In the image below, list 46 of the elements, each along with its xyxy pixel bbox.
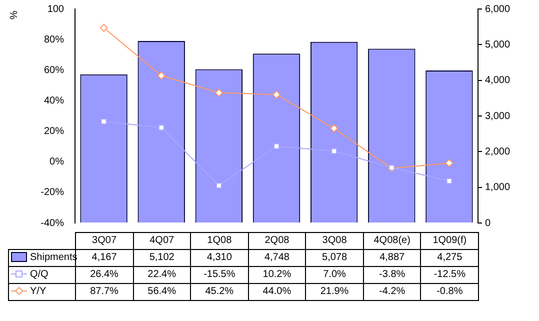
data-label: 4,167 [76,250,134,266]
data-label: -3.8% [363,266,421,284]
legend-label: Y/Y [30,286,46,297]
y2-tick-label: 5,000 [485,39,510,50]
y-tick-label: 0% [50,156,64,168]
y-tick-label: 100 [47,4,64,15]
x-tick-label: 1Q08 [190,232,248,250]
data-label: 22.4% [133,266,191,284]
y2-tick-label: 1,000 [485,182,510,194]
x-tick-label: 2Q08 [248,232,306,250]
y-axis-title: % [8,10,20,20]
data-label: 21.9% [306,284,364,300]
x-tick-label: 1Q09(f) [420,232,478,250]
data-label: 7.0% [306,266,364,284]
data-label: 26.4% [76,266,134,284]
data-label: 10.2% [248,266,306,284]
data-label: -4.2% [363,284,421,300]
x-tick-label: 3Q08 [306,232,364,250]
x-tick-label: 4Q07 [133,232,191,250]
y-tick-label: 40% [44,95,64,106]
x-tick-label: 3Q07 [76,232,134,250]
data-label: 5,102 [133,250,191,266]
y2-tick-label: 0 [485,218,491,229]
y2-tick-label: 2,000 [485,146,510,158]
y-tick-label: -20% [40,187,64,198]
y-tick-label: 20% [44,126,64,138]
legend-label: Q/Q [30,269,48,280]
y-tick-label: -40% [40,218,64,229]
data-label: 4,275 [420,250,478,266]
x-tick-label: 4Q08(e) [363,232,421,250]
data-label: 4,887 [363,250,421,266]
y-tick-label: 80% [44,34,64,46]
data-label: 5,078 [306,250,364,266]
y2-tick-label: 4,000 [485,75,510,86]
data-label: 45.2% [190,284,248,300]
data-label: 4,748 [248,250,306,266]
data-label: -15.5% [190,266,248,284]
data-label: 56.4% [133,284,191,300]
data-label: 87.7% [76,284,134,300]
data-label: 4,310 [190,250,248,266]
data-label: 44.0% [248,284,306,300]
data-label: -12.5% [420,266,478,284]
data-label: -0.8% [420,284,478,300]
y2-tick-label: 6,000 [485,4,510,15]
y-tick-label: 60% [44,64,64,76]
y2-tick-label: 3,000 [485,110,510,122]
